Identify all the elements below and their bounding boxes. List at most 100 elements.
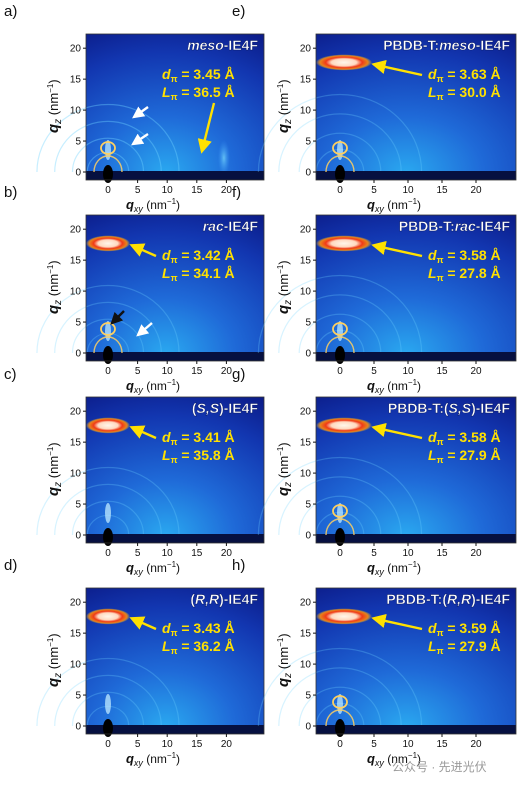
plot-frame bbox=[85, 33, 265, 181]
lamellar-peak bbox=[332, 322, 348, 336]
lamellar-peak bbox=[100, 322, 116, 336]
horizon-band bbox=[86, 171, 264, 180]
ring-arc bbox=[54, 483, 162, 536]
x-tick-label: 10 bbox=[402, 739, 414, 750]
ring-arc bbox=[298, 132, 382, 173]
x-tick-label: 5 bbox=[135, 185, 141, 196]
y-tick-label: 0 bbox=[305, 531, 311, 542]
pi-stacking-peak bbox=[316, 54, 372, 71]
x-tick-label: 10 bbox=[162, 548, 174, 559]
ring-arc bbox=[36, 657, 180, 727]
y-tick-label: 5 bbox=[305, 500, 311, 511]
x-axis-label: qxy (nm−1) bbox=[367, 751, 421, 768]
horizon-band bbox=[86, 725, 264, 734]
y-axis-label: qz (nm−1) bbox=[45, 442, 64, 496]
lamellar-arc bbox=[93, 336, 123, 354]
diffuse-rings bbox=[257, 456, 423, 536]
x-tick-label: 0 bbox=[337, 185, 343, 196]
x-tick-label: 20 bbox=[470, 185, 482, 196]
y-tick-label: 15 bbox=[300, 629, 312, 640]
L-pi-value: Lπ = 36.5 Å bbox=[162, 84, 235, 102]
x-tick-label: 5 bbox=[135, 739, 141, 750]
y-tick-label: 10 bbox=[70, 469, 82, 480]
x-tick-label: 15 bbox=[191, 366, 203, 377]
diffuse-rings bbox=[257, 93, 423, 173]
detector-image bbox=[86, 34, 264, 180]
lamellar-peak bbox=[332, 695, 348, 709]
panel-letter: e) bbox=[232, 3, 245, 20]
panel-d: d) 0 5 10 15 20 0 5 10 15 20 qz (nm−1) qxy (nm−1) (R,… bbox=[4, 557, 265, 768]
ring-arc bbox=[36, 284, 180, 354]
y-tick-label: 20 bbox=[300, 407, 312, 418]
y-tick-label: 0 bbox=[75, 349, 81, 360]
panel-letter: b) bbox=[4, 184, 17, 201]
ring-arc bbox=[298, 495, 382, 536]
y-tick-label: 0 bbox=[305, 722, 311, 733]
horizon-band bbox=[316, 171, 516, 180]
L-pi-value: Lπ = 27.9 Å bbox=[428, 447, 501, 465]
plot-frame bbox=[315, 587, 517, 735]
y-tick-label: 20 bbox=[70, 225, 82, 236]
x-axis-label: qxy (nm−1) bbox=[367, 197, 421, 214]
panel-letter: h) bbox=[232, 557, 245, 574]
panel-letter: f) bbox=[232, 184, 241, 201]
panel-c: c) 0 5 10 15 20 0 5 10 15 20 qz (nm−1) qxy (nm−1) (S,… bbox=[4, 366, 265, 577]
ring-arc bbox=[257, 93, 423, 173]
beamstop bbox=[335, 165, 345, 183]
L-pi-value: Lπ = 27.8 Å bbox=[428, 265, 501, 283]
annotation-arrow bbox=[129, 243, 157, 258]
x-tick-label: 20 bbox=[470, 548, 482, 559]
panel-title: (S,S)-IE4F bbox=[192, 400, 259, 416]
diffuse-rings bbox=[36, 466, 180, 536]
d-pi-value: dπ = 3.63 Å bbox=[428, 66, 501, 84]
black-arrow bbox=[110, 310, 125, 325]
plot-frame bbox=[85, 396, 265, 544]
x-tick-label: 20 bbox=[470, 366, 482, 377]
lamellar-peak bbox=[100, 141, 116, 155]
d-pi-value: dπ = 3.58 Å bbox=[428, 247, 501, 265]
panel-b: b) 0 5 10 15 20 0 5 10 15 20 qz (nm−1) qxy (nm−1) rac… bbox=[4, 184, 265, 395]
x-tick-label: 15 bbox=[436, 548, 448, 559]
horizon-band bbox=[86, 534, 264, 543]
L-pi-value: Lπ = 36.2 Å bbox=[162, 638, 235, 656]
watermark: 公众号 · 先进光伏 bbox=[392, 760, 487, 774]
panel-title: PBDB-T:(S,S)-IE4F bbox=[388, 400, 511, 416]
ring-arc bbox=[257, 456, 423, 536]
ring-arc bbox=[36, 466, 180, 536]
specular-streak bbox=[337, 694, 343, 714]
annotation-arrow bbox=[371, 240, 423, 258]
ring-arc bbox=[71, 318, 145, 354]
x-tick-label: 15 bbox=[191, 739, 203, 750]
annotation-arrow bbox=[197, 102, 216, 154]
horizon-band bbox=[316, 534, 516, 543]
y-tick-label: 20 bbox=[70, 44, 82, 55]
annotation-arrow bbox=[371, 59, 423, 77]
lamellar-arc bbox=[93, 155, 123, 173]
y-tick-label: 0 bbox=[305, 168, 311, 179]
x-tick-label: 0 bbox=[105, 548, 111, 559]
x-axis-label: qxy (nm−1) bbox=[367, 560, 421, 577]
y-tick-label: 15 bbox=[70, 438, 82, 449]
x-tick-label: 5 bbox=[135, 548, 141, 559]
y-tick-label: 20 bbox=[300, 598, 312, 609]
x-tick-label: 15 bbox=[436, 739, 448, 750]
x-tick-label: 0 bbox=[105, 366, 111, 377]
x-tick-label: 5 bbox=[371, 548, 377, 559]
beamstop bbox=[335, 719, 345, 737]
plot-frame bbox=[85, 587, 265, 735]
beamstop bbox=[103, 719, 113, 737]
y-tick-label: 0 bbox=[75, 531, 81, 542]
ring-arc bbox=[278, 476, 402, 536]
x-tick-label: 15 bbox=[436, 185, 448, 196]
y-tick-label: 20 bbox=[300, 225, 312, 236]
x-tick-label: 10 bbox=[162, 185, 174, 196]
y-tick-label: 10 bbox=[300, 660, 312, 671]
lamellar-arc bbox=[325, 155, 355, 173]
ring-arc bbox=[278, 667, 402, 727]
y-tick-label: 10 bbox=[300, 287, 312, 298]
lamellar-arc bbox=[325, 709, 355, 727]
x-tick-label: 0 bbox=[105, 185, 111, 196]
ring-arc bbox=[54, 301, 162, 354]
ring-arc bbox=[278, 113, 402, 173]
y-tick-label: 15 bbox=[70, 629, 82, 640]
